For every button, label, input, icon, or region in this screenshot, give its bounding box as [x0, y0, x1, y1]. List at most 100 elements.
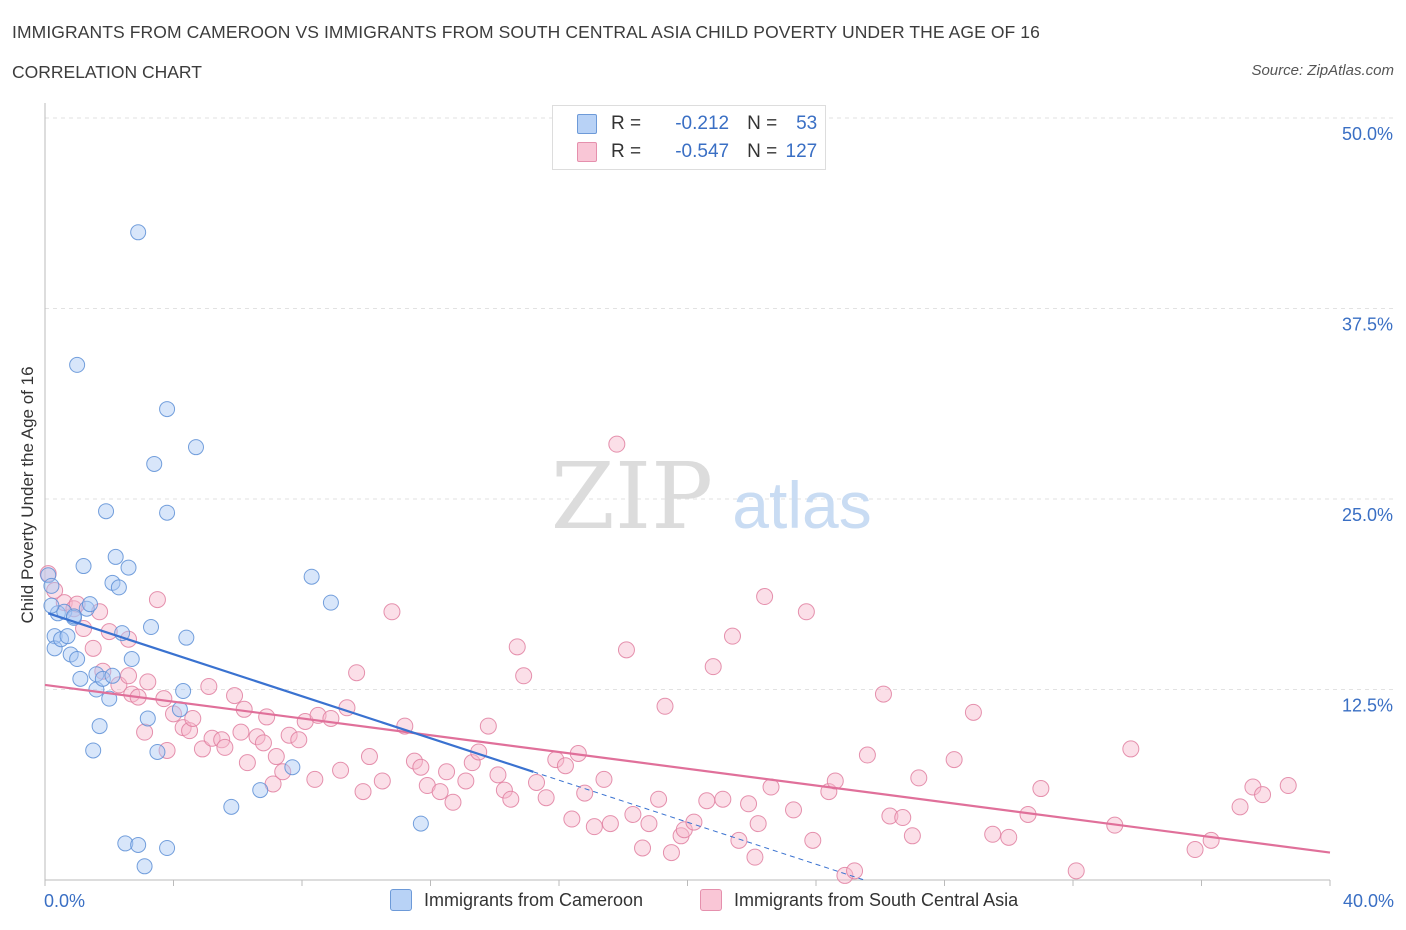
sca-point — [444, 793, 462, 811]
sca-point — [306, 770, 324, 788]
cameroon-point — [284, 759, 301, 776]
sca-point — [495, 781, 513, 799]
axes — [44, 103, 1331, 886]
trendlines — [44, 612, 1331, 881]
sca-point — [258, 708, 276, 726]
cameroon-point — [85, 742, 102, 759]
sca-legend-swatch — [700, 889, 722, 911]
sca-point — [139, 673, 157, 691]
cameroon-point — [175, 683, 192, 700]
cameroon-point — [59, 628, 76, 645]
sca-point — [624, 805, 642, 823]
chart-title: IMMIGRANTS FROM CAMEROON VS IMMIGRANTS F… — [12, 22, 1040, 42]
cameroon-point — [252, 782, 269, 799]
sca-point — [1067, 862, 1085, 880]
sca-point — [656, 697, 674, 715]
sca-point — [412, 758, 430, 776]
cameroon-point — [98, 503, 115, 520]
sca-point — [226, 687, 244, 705]
cameroon-point — [120, 559, 137, 576]
legend-series-name: Immigrants from South Central Asia — [734, 889, 1019, 910]
sca-point — [945, 751, 963, 769]
cameroon-point — [412, 815, 429, 832]
legend-row-cameroon: R = -0.212 N = 53 — [577, 112, 817, 136]
sca-point — [290, 731, 308, 749]
sca-point — [502, 790, 520, 808]
sca-point — [964, 703, 982, 721]
cameroon-point — [303, 568, 320, 585]
cameroon-legend-swatch — [390, 889, 412, 911]
series-south-central-asia — [39, 435, 1297, 884]
sca-point — [508, 638, 526, 656]
sca-point — [894, 809, 912, 827]
cameroon-point — [223, 798, 240, 815]
cameroon-point — [110, 579, 127, 596]
sca-swatch — [577, 142, 597, 162]
sca-point — [576, 784, 594, 802]
sca-point — [1032, 780, 1050, 798]
sca-point — [756, 588, 774, 606]
series-cameroon — [40, 224, 429, 875]
stats-legend: R = -0.212 N = 53 R = -0.547 N = 127 — [552, 105, 826, 170]
sca-point — [984, 825, 1002, 843]
y-tick-labels: 12.5% 25.0% 37.5% 50.0% — [1342, 124, 1393, 716]
cameroon-point — [91, 718, 108, 735]
sca-point — [1231, 798, 1249, 816]
sca-point — [373, 772, 391, 790]
cameroon-point — [117, 835, 134, 852]
sca-point — [515, 667, 533, 685]
cameroon-point — [75, 558, 92, 575]
sca-point — [881, 807, 899, 825]
y-tick-label: 50.0% — [1342, 124, 1393, 144]
sca-point — [910, 769, 928, 787]
legend-n-label: N = — [747, 141, 778, 162]
legend-series-name: Immigrants from Cameroon — [424, 889, 644, 910]
cameroon-trendline — [47, 612, 534, 773]
sca-point — [463, 754, 481, 772]
sca-point — [457, 772, 475, 790]
y-tick-label: 25.0% — [1342, 505, 1393, 525]
cameroon-point — [322, 594, 339, 611]
cameroon-point — [187, 439, 204, 456]
sca-point — [537, 789, 555, 807]
cameroon-point — [107, 548, 124, 565]
legend-r-label: R = — [611, 113, 642, 134]
sca-point — [528, 773, 546, 791]
sca-point — [200, 677, 218, 695]
legend-n-value: 53 — [796, 113, 818, 134]
sca-point — [903, 827, 921, 845]
cameroon-point — [81, 596, 98, 613]
sca-point — [254, 734, 272, 752]
sca-point — [804, 831, 822, 849]
sca-point — [858, 746, 876, 764]
cameroon-point — [69, 651, 86, 668]
sca-point — [617, 641, 635, 659]
sca-point — [267, 748, 285, 766]
cameroon-point — [143, 619, 160, 636]
watermark-zip: ZIP — [551, 443, 713, 550]
sca-point — [332, 761, 350, 779]
sca-point — [1000, 828, 1018, 846]
cameroon-point — [130, 224, 147, 241]
cameroon-point — [43, 577, 60, 594]
sca-point — [785, 801, 803, 819]
legend-n-label: N = — [747, 113, 778, 134]
x-tick-max: 40.0% — [1342, 891, 1394, 911]
sca-point — [248, 728, 266, 746]
sca-trendline — [44, 683, 1331, 854]
cameroon-point — [130, 836, 147, 853]
legend-r-value: -0.212 — [675, 113, 730, 134]
sca-point — [714, 790, 732, 808]
sca-point — [634, 839, 652, 857]
sca-point — [585, 818, 603, 836]
sca-point — [438, 763, 456, 781]
sca-point — [383, 603, 401, 621]
x-tick-min: 0.0% — [44, 891, 86, 911]
cameroon-point — [72, 670, 89, 687]
sca-point — [39, 565, 57, 583]
sca-point — [360, 748, 378, 766]
sca-point — [280, 726, 298, 744]
cameroon-point — [139, 710, 156, 727]
sca-point — [216, 738, 234, 756]
